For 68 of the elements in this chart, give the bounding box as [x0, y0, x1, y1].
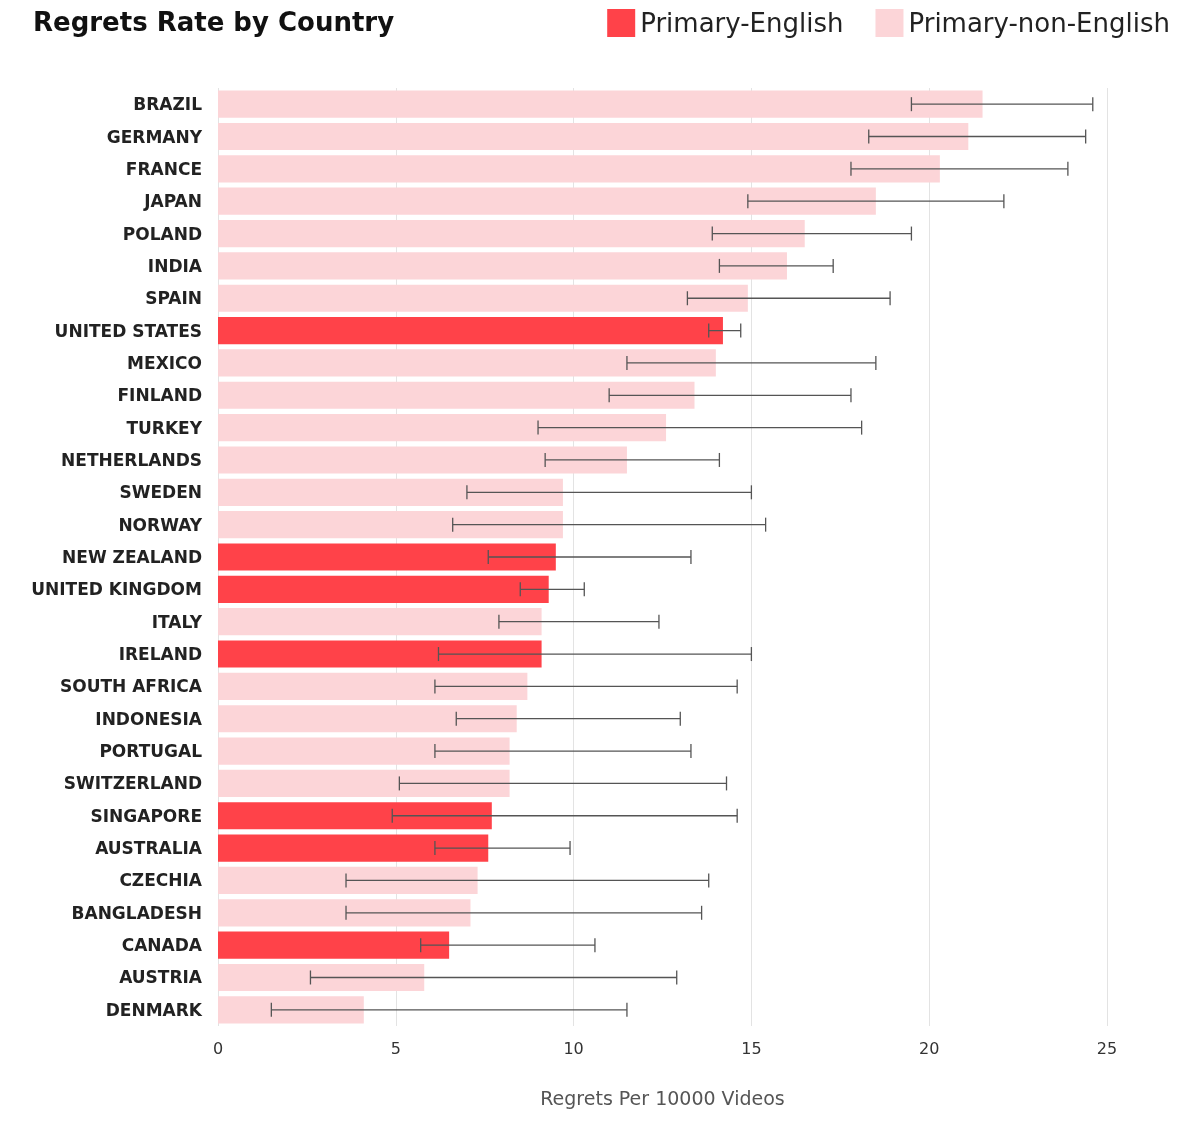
bar [218, 219, 805, 248]
bar [218, 511, 563, 539]
x-axis-title: Regrets Per 10000 Videos [540, 1086, 785, 1109]
bar [218, 478, 563, 506]
bar [218, 931, 450, 959]
bar [218, 802, 492, 830]
y-tick-label: FINLAND [117, 385, 202, 406]
bar [218, 252, 787, 280]
legend-label: Primary-non-English [908, 8, 1171, 38]
y-tick-label: INDONESIA [95, 708, 203, 729]
bar [218, 640, 542, 668]
y-tick-label: CANADA [121, 935, 203, 956]
bar [218, 963, 425, 992]
y-tick-label: SWEDEN [119, 482, 202, 503]
y-tick-label: IRELAND [118, 644, 202, 665]
y-tick-label: GERMANY [106, 126, 203, 147]
y-tick-label: SINGAPORE [90, 805, 202, 826]
bar [218, 608, 542, 636]
bar [218, 543, 556, 571]
x-tick-label: 10 [563, 1038, 584, 1058]
bar [218, 866, 478, 895]
y-tick-label: FRANCE [125, 158, 202, 179]
y-tick-label: MEXICO [127, 352, 202, 373]
x-tick-label: 5 [390, 1038, 401, 1058]
bar [218, 349, 716, 377]
x-tick-label: 25 [1096, 1038, 1118, 1058]
y-tick-label: UNITED STATES [54, 320, 202, 341]
bar [218, 899, 471, 927]
bar [218, 996, 364, 1024]
y-tick-label: CZECHIA [119, 870, 203, 891]
chart-title: Regrets Rate by Country [33, 7, 395, 37]
x-tick-label: 20 [919, 1038, 940, 1058]
y-tick-label: POLAND [122, 223, 202, 244]
bar [218, 155, 940, 183]
y-tick-label: BRAZIL [133, 94, 203, 115]
bar [218, 446, 627, 474]
bar [218, 769, 510, 797]
legend-label: Primary-English [640, 8, 844, 38]
y-tick-label: JAPAN [143, 191, 202, 212]
y-tick-label: SOUTH AFRICA [59, 676, 203, 697]
x-tick-label: 0 [212, 1038, 224, 1058]
bar [218, 90, 983, 118]
y-tick-label: NEW ZEALAND [62, 547, 202, 567]
y-tick-label: ITALY [151, 611, 203, 632]
bar [218, 737, 510, 765]
y-tick-label: BANGLADESH [71, 902, 202, 923]
x-tick-label: 15 [741, 1038, 762, 1058]
y-tick-label: TURKEY [126, 417, 203, 438]
y-tick-label: AUSTRALIA [95, 838, 203, 859]
y-tick-label: NETHERLANDS [61, 449, 202, 470]
bar [218, 834, 489, 862]
bar [218, 187, 876, 215]
y-tick-label: PORTUGAL [99, 741, 203, 762]
bar [218, 705, 517, 733]
y-tick-label: SWITZERLAND [63, 773, 202, 794]
bar [218, 284, 748, 312]
bar [218, 672, 528, 700]
bar [218, 381, 695, 409]
y-tick-label: DENMARK [105, 999, 203, 1020]
bar [218, 317, 723, 345]
y-tick-label: NORWAY [118, 514, 203, 535]
y-tick-label: INDIA [147, 255, 203, 276]
bar [218, 575, 549, 603]
y-tick-label: UNITED KINGDOM [31, 579, 202, 600]
y-tick-label: AUSTRIA [119, 967, 203, 988]
bar [218, 414, 667, 442]
bar [218, 122, 969, 151]
y-tick-label: SPAIN [145, 288, 202, 309]
